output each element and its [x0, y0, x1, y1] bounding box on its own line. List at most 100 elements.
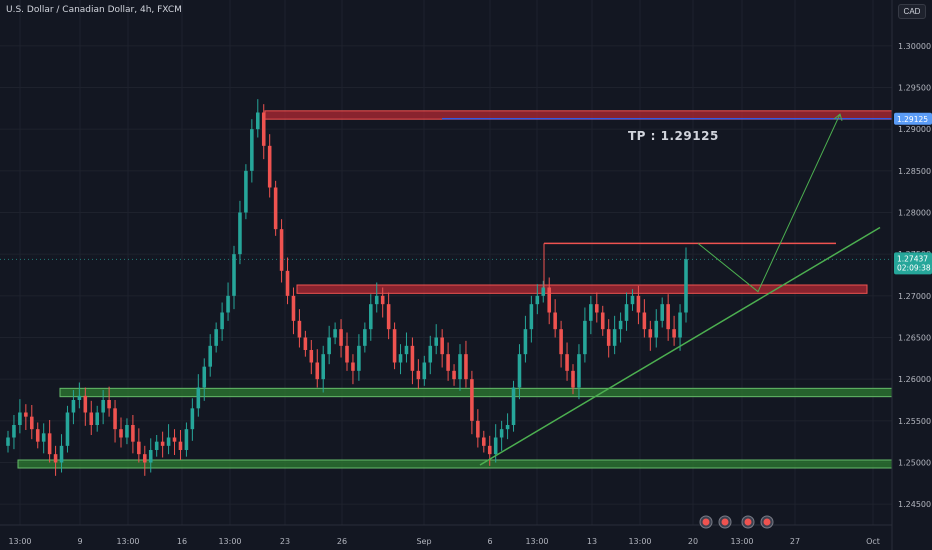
price-tick-label: 1.26000 — [898, 375, 931, 384]
candle-body — [357, 345, 361, 371]
candle-body — [113, 408, 117, 430]
candle-body — [410, 345, 415, 371]
candle-body — [327, 337, 331, 355]
candle-body — [535, 295, 540, 305]
time-tick-label: 13:00 — [8, 537, 31, 546]
candle-body — [422, 362, 427, 380]
upper-support-zone — [59, 387, 893, 398]
candle-body — [53, 454, 58, 463]
candle-body — [517, 354, 522, 388]
candle-body — [404, 345, 409, 355]
candle-body — [214, 329, 218, 346]
event-flag-dot-icon — [744, 518, 752, 526]
candle-body — [184, 429, 189, 450]
candle-body — [30, 416, 34, 430]
time-tick-label: 27 — [790, 537, 800, 546]
candle-body — [172, 437, 177, 442]
candle-body — [35, 429, 40, 442]
candle-body — [83, 395, 88, 413]
candle-body — [339, 329, 343, 346]
price-axis[interactable]: 1.300001.295001.290001.285001.280001.275… — [891, 0, 932, 550]
event-flag-dot-icon — [763, 518, 771, 526]
chart-grid — [0, 0, 892, 525]
candle-body — [440, 337, 444, 355]
candle-body — [464, 354, 468, 380]
price-tick-label: 1.29500 — [898, 84, 931, 93]
time-tick-label: Sep — [416, 537, 431, 546]
candle-body — [380, 295, 385, 305]
zones-layer — [17, 110, 893, 469]
candle-body — [148, 450, 153, 463]
candle-body — [125, 425, 129, 438]
candle-body — [559, 329, 563, 355]
candle-body — [18, 412, 22, 425]
candle-body — [434, 337, 438, 346]
candle-body — [119, 429, 123, 438]
candle-body — [190, 408, 195, 430]
candle-body — [547, 287, 551, 313]
countdown-label: 02:09:38 — [897, 263, 931, 272]
candle-body — [363, 329, 367, 346]
candle-body — [589, 304, 593, 321]
candle-body — [452, 370, 456, 380]
candle-body — [65, 412, 70, 446]
candle-body — [583, 320, 587, 355]
candle-body — [595, 304, 599, 313]
candle-body — [95, 412, 99, 425]
time-axis[interactable]: 13:00 9 13:00 16 13:00 23 26 Sep 6 13:00 13 13:00 20… — [0, 515, 892, 546]
time-tick-label: 6 — [487, 537, 492, 546]
candle-body — [654, 320, 659, 338]
candle-body — [523, 329, 528, 355]
candle-body — [458, 354, 462, 380]
projection-arrowhead — [833, 113, 843, 121]
currency-button[interactable]: CAD — [898, 4, 926, 19]
candle-body — [416, 370, 421, 380]
time-tick-label: 13:00 — [218, 537, 241, 546]
current-price-label-bg — [894, 252, 932, 275]
candle-body — [89, 412, 94, 425]
candle-body — [374, 295, 379, 305]
tp-label: TP : 1.29125 — [628, 129, 719, 143]
candle-body — [12, 425, 16, 438]
candle-body — [202, 366, 207, 388]
candle-body — [511, 387, 516, 425]
candle-body — [684, 259, 688, 313]
candle-body — [470, 379, 474, 421]
price-tick-label: 1.29000 — [898, 125, 931, 134]
candle-body — [648, 329, 653, 338]
price-tick-label: 1.26500 — [898, 334, 931, 343]
candle-body — [41, 433, 46, 442]
candle-body — [178, 441, 183, 450]
candle-body — [101, 400, 105, 413]
candle-body — [6, 437, 10, 446]
time-tick-label: 13:00 — [525, 537, 548, 546]
candle-body — [553, 312, 557, 330]
tp-price-label: 1.29125 — [897, 115, 928, 124]
time-tick-label: 13:00 — [116, 537, 139, 546]
time-tick-label: Oct — [866, 537, 880, 546]
candle-body — [166, 437, 171, 446]
candle-body — [624, 304, 629, 321]
candle-body — [482, 437, 486, 446]
candle-body — [487, 445, 492, 455]
candle-body — [279, 229, 284, 271]
price-tick-label: 1.30000 — [898, 42, 931, 51]
candle-body — [666, 304, 670, 330]
candle-body — [333, 329, 337, 338]
candle-body — [321, 354, 325, 380]
time-tick-label: 13 — [587, 537, 597, 546]
candles-layer — [6, 99, 688, 476]
candle-body — [208, 345, 212, 367]
projection-path — [697, 113, 841, 293]
candle-body — [660, 304, 664, 321]
candle-body — [107, 400, 111, 409]
candle-body — [351, 362, 355, 371]
time-tick-label: 9 — [77, 537, 82, 546]
time-tick-label: 16 — [177, 537, 187, 546]
candle-body — [392, 329, 397, 363]
candle-body — [261, 112, 266, 146]
candle-body — [273, 187, 278, 230]
mid-resistance-zone — [296, 284, 868, 294]
symbol-title[interactable]: U.S. Dollar / Canadian Dollar, 4h, FXCM — [6, 5, 182, 15]
